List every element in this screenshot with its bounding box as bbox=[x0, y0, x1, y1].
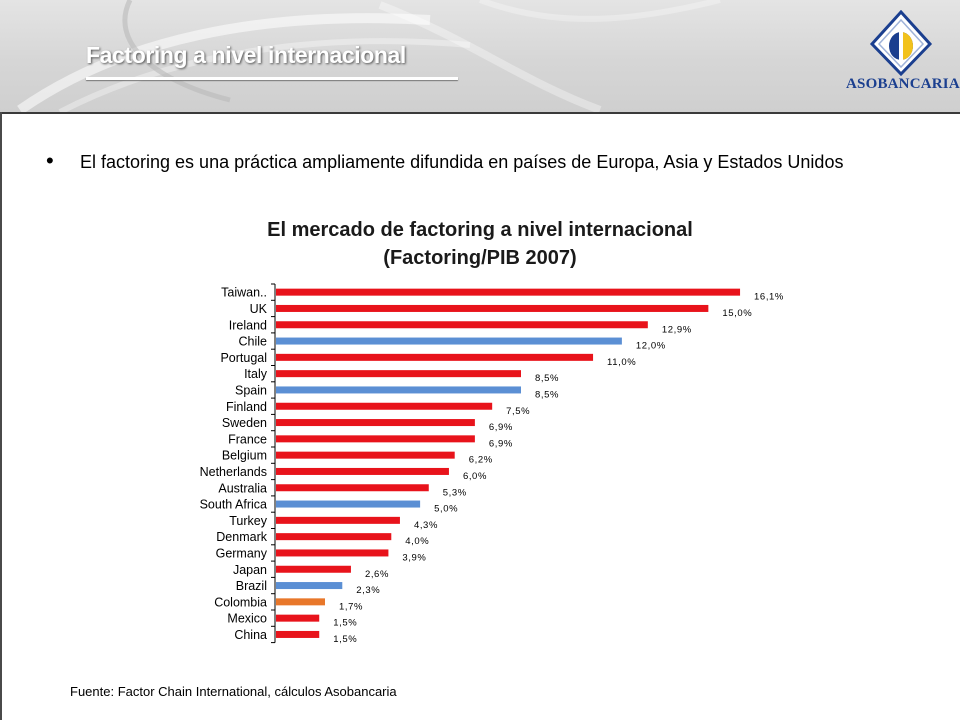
bar bbox=[276, 467, 449, 475]
category-label: Belgium bbox=[222, 449, 267, 463]
bar bbox=[276, 565, 351, 573]
category-label: South Africa bbox=[200, 498, 267, 512]
category-label: Spain bbox=[235, 383, 267, 397]
category-label: UK bbox=[250, 302, 268, 316]
data-label: 15,0% bbox=[722, 308, 752, 319]
category-label: Turkey bbox=[229, 514, 267, 528]
bar bbox=[276, 451, 455, 459]
bar bbox=[276, 533, 392, 541]
bar bbox=[276, 630, 320, 638]
category-label: China bbox=[234, 628, 267, 642]
data-label: 6,0% bbox=[463, 471, 487, 482]
bar bbox=[276, 386, 521, 394]
bar bbox=[276, 484, 429, 492]
bar bbox=[276, 402, 493, 410]
bullet-text: El factoring es una práctica ampliamente… bbox=[80, 152, 844, 172]
title-underline bbox=[86, 77, 458, 80]
data-label: 1,5% bbox=[333, 618, 357, 629]
data-label: 6,9% bbox=[489, 438, 513, 449]
category-label: Ireland bbox=[229, 318, 267, 332]
chart-title: El mercado de factoring a nivel internac… bbox=[160, 216, 800, 272]
data-label: 8,5% bbox=[535, 373, 559, 384]
category-label: Netherlands bbox=[200, 465, 267, 479]
data-label: 1,5% bbox=[333, 634, 357, 645]
bar bbox=[276, 337, 622, 345]
bar bbox=[276, 304, 709, 312]
data-label: 4,3% bbox=[414, 520, 438, 531]
bar bbox=[276, 582, 343, 590]
category-label: Japan bbox=[233, 563, 267, 577]
bar bbox=[276, 435, 475, 443]
chart-title-line2: (Factoring/PIB 2007) bbox=[383, 247, 577, 269]
data-label: 5,0% bbox=[434, 504, 458, 515]
data-label: 5,3% bbox=[443, 487, 467, 498]
bar bbox=[276, 549, 389, 557]
header-banner: Factoring a nivel internacional ASOBANCA… bbox=[0, 0, 960, 114]
data-label: 6,2% bbox=[469, 455, 493, 466]
bullet-icon: • bbox=[46, 148, 54, 173]
factoring-bar-chart: Taiwan.. 16,1% UK 15,0% Ireland 12,9% Chile 12,… bbox=[200, 283, 784, 645]
bar bbox=[276, 321, 648, 329]
bar bbox=[276, 288, 741, 296]
slide-frame-left bbox=[0, 112, 2, 720]
category-label: Portugal bbox=[220, 351, 267, 365]
category-label: Taiwan.. bbox=[221, 286, 267, 300]
data-label: 12,0% bbox=[636, 341, 666, 352]
data-label: 4,0% bbox=[405, 536, 429, 547]
category-label: Finland bbox=[226, 400, 267, 414]
data-label: 2,3% bbox=[356, 585, 380, 596]
category-label: Colombia bbox=[214, 595, 267, 609]
bar bbox=[276, 419, 475, 427]
bar bbox=[276, 516, 400, 524]
data-label: 8,5% bbox=[535, 389, 559, 400]
category-label: Chile bbox=[239, 335, 268, 349]
asobancaria-logo: ASOBANCARIA bbox=[846, 9, 960, 100]
bar bbox=[276, 598, 325, 606]
page-title: Factoring a nivel internacional bbox=[86, 42, 406, 68]
logo-wordmark: ASOBANCARIA bbox=[846, 76, 960, 92]
category-label: Denmark bbox=[216, 530, 267, 544]
category-label: Germany bbox=[216, 546, 268, 560]
data-label: 7,5% bbox=[506, 406, 530, 417]
category-label: Mexico bbox=[227, 612, 267, 626]
bar bbox=[276, 353, 594, 361]
bar bbox=[276, 370, 521, 378]
source-note: Fuente: Factor Chain International, cálc… bbox=[70, 684, 397, 699]
bar bbox=[276, 500, 421, 508]
category-label: Sweden bbox=[222, 416, 267, 430]
category-label: Brazil bbox=[236, 579, 267, 593]
header-swirl-decoration bbox=[17, 0, 721, 112]
category-label: Italy bbox=[244, 367, 268, 381]
category-label: Australia bbox=[218, 481, 267, 495]
data-label: 16,1% bbox=[754, 292, 784, 303]
bar bbox=[276, 614, 320, 622]
data-label: 3,9% bbox=[402, 552, 426, 563]
data-label: 1,7% bbox=[339, 601, 363, 612]
data-label: 2,6% bbox=[365, 569, 389, 580]
data-label: 6,9% bbox=[489, 422, 513, 433]
data-label: 12,9% bbox=[662, 324, 692, 335]
logo-diamond-icon bbox=[869, 9, 933, 77]
data-label: 11,0% bbox=[607, 357, 636, 368]
chart-title-line1: El mercado de factoring a nivel internac… bbox=[267, 219, 693, 241]
category-label: France bbox=[228, 432, 267, 446]
